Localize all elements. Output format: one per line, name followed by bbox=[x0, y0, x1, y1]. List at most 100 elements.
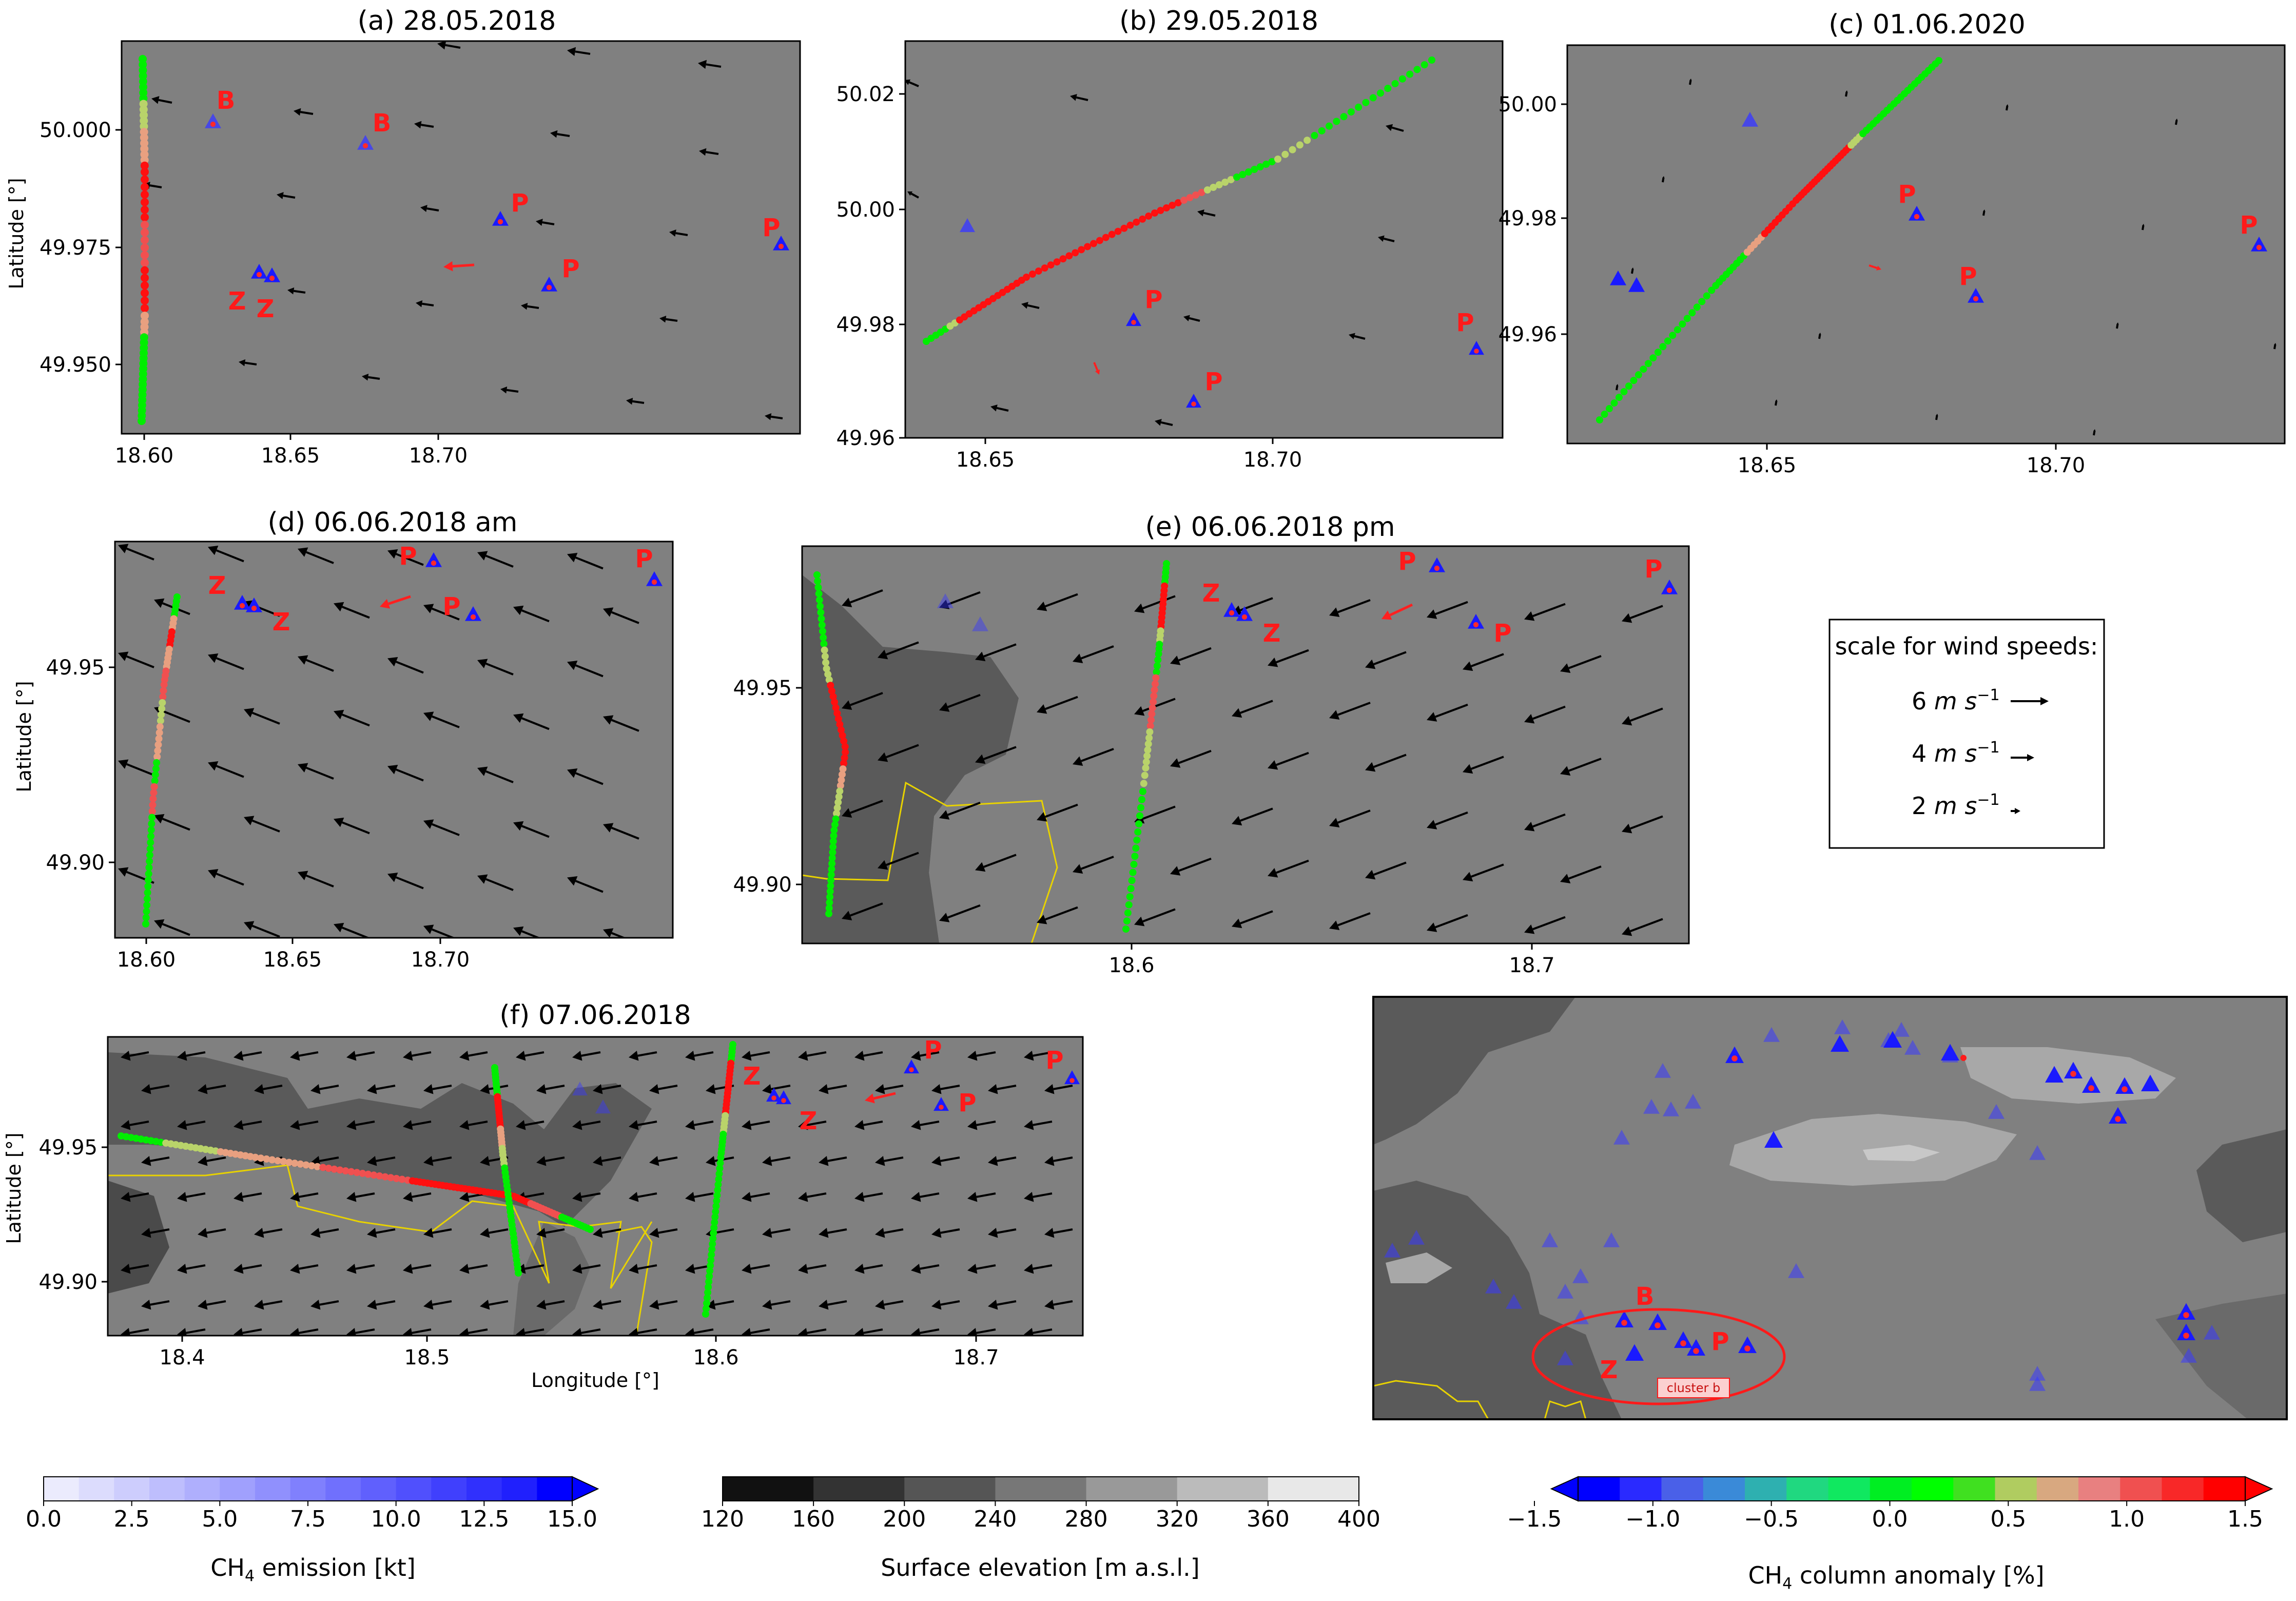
wind-arrow bbox=[2273, 344, 2276, 350]
wind-arrow-head bbox=[477, 874, 488, 884]
track-point bbox=[1131, 853, 1139, 860]
wind-arrow-head bbox=[1378, 235, 1385, 242]
wind-arrow-head bbox=[572, 1192, 582, 1202]
wind-arrow bbox=[545, 1228, 565, 1234]
wind-arrow bbox=[283, 195, 296, 199]
wind-arrow-head bbox=[629, 1120, 639, 1130]
wind-arrow-head bbox=[403, 1192, 413, 1202]
track-point bbox=[1355, 103, 1363, 111]
wind-arrow-head bbox=[854, 1051, 865, 1061]
track-point bbox=[817, 609, 825, 616]
wind-arrow-head bbox=[387, 872, 398, 882]
track-point bbox=[1065, 252, 1073, 260]
source-triangle bbox=[1236, 606, 1253, 621]
source-label-p: P bbox=[635, 545, 653, 573]
track-point bbox=[1122, 925, 1130, 933]
wind-arrow-head bbox=[572, 1051, 582, 1061]
source-dot bbox=[771, 1095, 776, 1101]
wind-arrow bbox=[827, 1085, 847, 1090]
wind-arrow-head bbox=[290, 1120, 300, 1130]
wind-arrow-head bbox=[1775, 399, 1778, 402]
source-dot bbox=[210, 121, 216, 127]
wind-arrow-head bbox=[294, 108, 301, 116]
wind-arrow bbox=[319, 1085, 339, 1090]
track-point bbox=[837, 726, 845, 734]
track-point bbox=[815, 590, 823, 597]
anomaly-colorbar-extend-low bbox=[1550, 1476, 1579, 1502]
wind-arrow bbox=[341, 927, 370, 938]
wind-arrow-head bbox=[854, 1120, 865, 1130]
panel-b-content: P P P bbox=[905, 41, 1503, 438]
wind-arrow-head bbox=[1622, 823, 1632, 834]
wind-arrow bbox=[242, 1192, 262, 1198]
wind-arrow-head bbox=[798, 1264, 808, 1274]
track-point bbox=[1268, 158, 1276, 165]
source-triangle bbox=[205, 113, 221, 128]
track-point bbox=[302, 1161, 310, 1169]
source-label-b: B bbox=[373, 109, 392, 138]
elevation-colorbar-tick-label: 200 bbox=[883, 1506, 926, 1532]
wind-arrow-head bbox=[1073, 653, 1083, 663]
wind-arrow-head bbox=[141, 1084, 151, 1094]
elevation-colorbar-cell bbox=[904, 1477, 996, 1501]
wind-arrow-head bbox=[765, 413, 772, 420]
panel-c-frame bbox=[1566, 44, 2286, 445]
wind-arrow bbox=[575, 772, 604, 785]
wind-arrow-head bbox=[567, 768, 578, 778]
wind-arrow bbox=[611, 719, 639, 732]
anomaly-colorbar-tick-label: −1.0 bbox=[1625, 1506, 1680, 1532]
wind-arrow-head bbox=[1232, 816, 1242, 826]
source-triangle bbox=[234, 594, 250, 610]
wind-arrow-head bbox=[403, 1328, 413, 1336]
y-tick-label: 50.000 bbox=[40, 119, 111, 142]
wind-arrow-head bbox=[1329, 710, 1340, 720]
wind-arrow bbox=[376, 1085, 396, 1090]
track-point bbox=[828, 854, 836, 862]
track-point bbox=[1149, 698, 1157, 706]
cluster-b-label: cluster b bbox=[1667, 1381, 1720, 1395]
x-tick-label: 18.7 bbox=[1509, 954, 1554, 977]
track-point bbox=[1151, 680, 1159, 688]
track-point bbox=[1133, 836, 1141, 844]
y-tick-label: 49.90 bbox=[46, 851, 105, 875]
track-point bbox=[1102, 234, 1110, 241]
source-triangle-faint bbox=[1685, 1093, 1701, 1109]
emission-colorbar-extend bbox=[572, 1476, 599, 1502]
track-point bbox=[144, 889, 151, 896]
wind-arrow bbox=[884, 1228, 904, 1234]
wind-arrow bbox=[1337, 912, 1371, 927]
source-dot bbox=[1474, 349, 1479, 354]
y-tick-label: 50.00 bbox=[1498, 93, 1557, 117]
source-triangle bbox=[425, 552, 442, 567]
wind-arrow-head bbox=[593, 1300, 603, 1310]
wind-arrow bbox=[1818, 334, 1821, 339]
emission-colorbar-cell bbox=[396, 1477, 432, 1501]
wind-arrow-head bbox=[198, 1084, 208, 1094]
source-dot bbox=[2183, 1312, 2189, 1318]
y-tick-label: 49.95 bbox=[733, 677, 792, 700]
wind-arrow bbox=[581, 1328, 601, 1334]
wind-arrow-head bbox=[1524, 822, 1535, 832]
track-point bbox=[1605, 405, 1613, 413]
anomaly-colorbar-cell bbox=[2036, 1477, 2079, 1501]
source-triangle bbox=[1909, 205, 1925, 221]
wind-arrow-head bbox=[387, 657, 398, 667]
anomaly-colorbar-frame bbox=[1578, 1476, 2246, 1501]
wind-arrow bbox=[216, 549, 244, 563]
wind-arrow bbox=[601, 1156, 621, 1162]
wind-arrow-head bbox=[121, 1264, 131, 1274]
track-point bbox=[717, 1154, 725, 1162]
wind-arrow bbox=[485, 770, 514, 783]
wind-arrow bbox=[1142, 805, 1176, 820]
anomaly-colorbar-label: CH4 column anomaly [%] bbox=[1748, 1561, 2044, 1593]
wind-arrow-head bbox=[334, 602, 344, 612]
wind-arrow bbox=[542, 221, 555, 225]
wind-arrow-head bbox=[931, 1156, 942, 1166]
wind-arrow bbox=[367, 376, 380, 380]
wind-arrow bbox=[850, 589, 883, 604]
wind-arrow-head bbox=[1024, 1264, 1034, 1274]
source-triangle-faint bbox=[2029, 1145, 2046, 1160]
wind-arrow-head bbox=[234, 1192, 244, 1202]
track-point bbox=[828, 865, 835, 873]
